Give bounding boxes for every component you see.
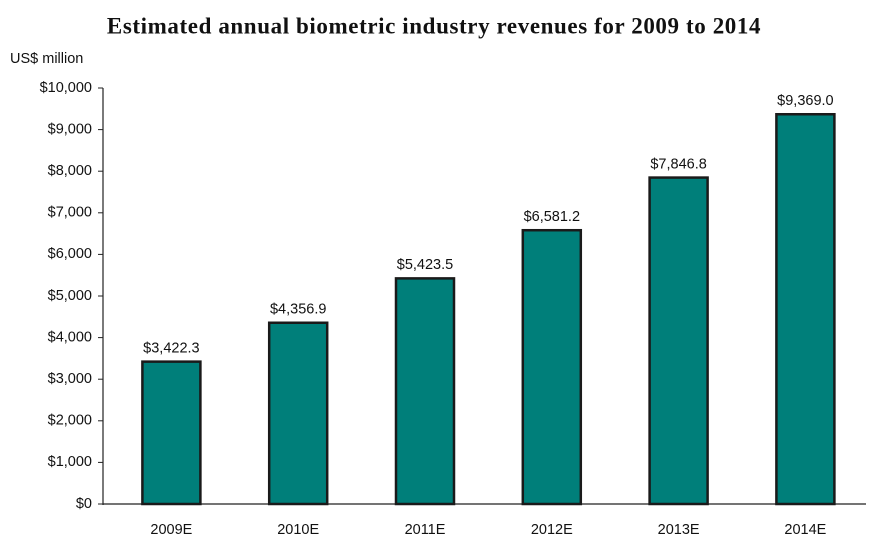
y-tick-label: $7,000 — [48, 205, 92, 221]
x-tick-label: 2009E — [150, 522, 192, 538]
y-tick-label: $10,000 — [40, 80, 92, 96]
x-tick-label: 2010E — [277, 522, 319, 538]
data-label: $7,846.8 — [650, 156, 706, 172]
bar — [141, 360, 202, 506]
y-tick-label: $1,000 — [48, 454, 92, 470]
data-label: $6,581.2 — [524, 209, 580, 225]
y-tick-label: $9,000 — [48, 121, 92, 137]
data-label: $9,369.0 — [777, 93, 833, 109]
x-tick-label: 2013E — [658, 522, 700, 538]
y-tick-label: $3,000 — [48, 371, 92, 387]
y-tick-label: $6,000 — [48, 246, 92, 262]
y-axis-label: US$ million — [10, 51, 83, 67]
bar — [521, 228, 583, 506]
bar — [267, 321, 329, 506]
bar — [648, 176, 709, 506]
y-tick-label: $0 — [76, 496, 92, 512]
y-tick-label: $8,000 — [48, 163, 92, 179]
y-tick-label: $2,000 — [48, 413, 92, 429]
data-label: $4,356.9 — [270, 302, 326, 318]
bar — [394, 277, 456, 506]
data-label: $5,423.5 — [397, 257, 453, 273]
bar — [775, 112, 836, 506]
y-tick-label: $5,000 — [48, 288, 92, 304]
y-tick-label: $4,000 — [48, 329, 92, 345]
x-tick-label: 2014E — [784, 522, 826, 538]
x-tick-label: 2012E — [531, 522, 573, 538]
x-tick-label: 2011E — [405, 522, 446, 538]
data-label: $3,422.3 — [143, 340, 199, 356]
chart-title: Estimated annual biometric industry reve… — [107, 13, 761, 38]
